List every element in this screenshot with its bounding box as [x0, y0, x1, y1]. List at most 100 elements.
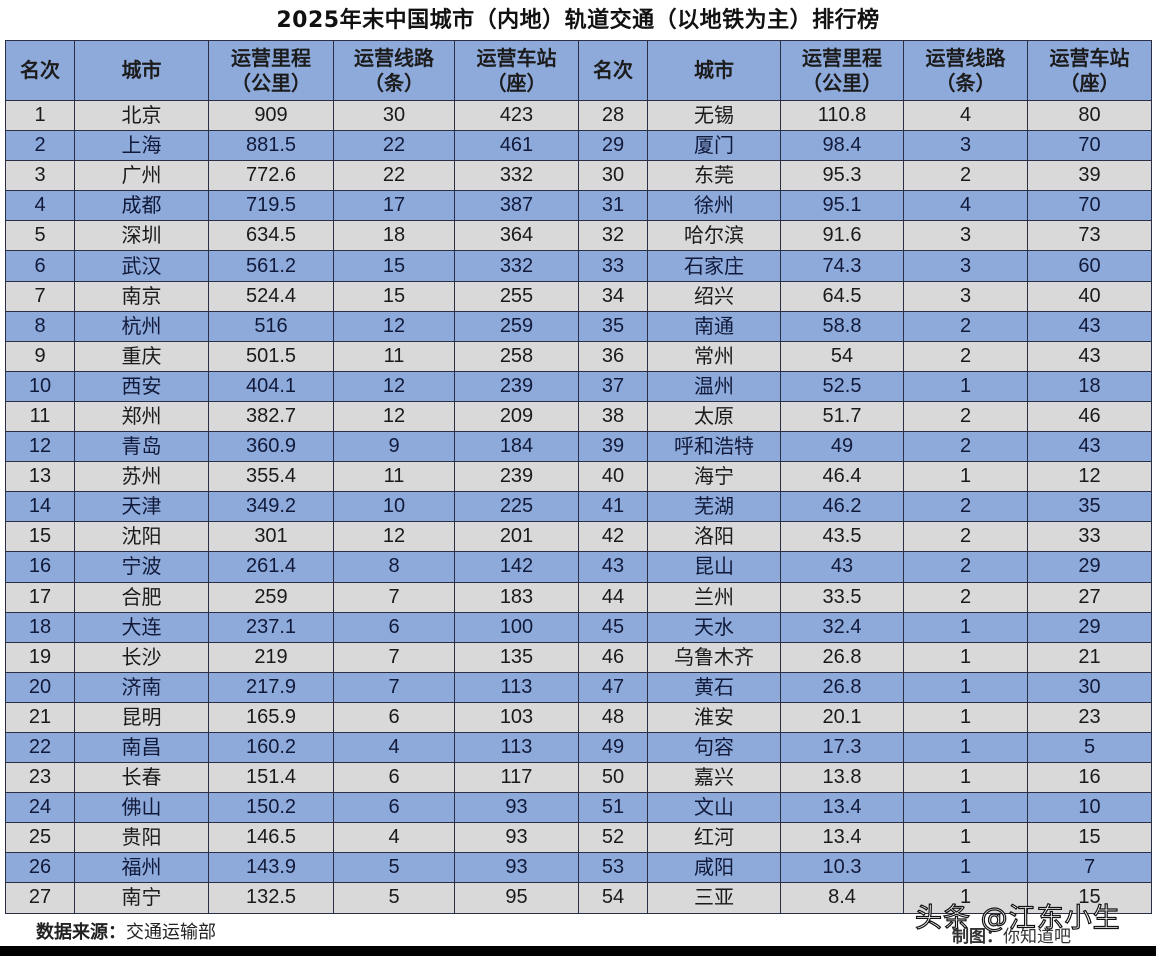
cell-city: 乌鲁木齐: [647, 641, 781, 673]
cell-length: 10.3: [780, 852, 904, 884]
cell-stations: 258: [454, 340, 579, 372]
cell-lines: 15: [333, 280, 455, 312]
cell-city: 南宁: [74, 882, 209, 914]
cell-city: 天津: [74, 491, 209, 523]
cell-length: 219: [208, 641, 334, 673]
cell-city: 苏州: [74, 461, 209, 493]
cell-lines: 2: [903, 491, 1028, 523]
cell-length: 132.5: [208, 882, 334, 914]
cell-lines: 1: [903, 792, 1028, 824]
cell-rank: 41: [578, 491, 648, 523]
cell-city: 兰州: [647, 581, 781, 613]
cell-city: 重庆: [74, 340, 209, 372]
chart-credit: 制图：你知道吧: [952, 922, 1071, 947]
cell-rank: 31: [578, 190, 648, 222]
cell-city: 贵阳: [74, 822, 209, 854]
cell-length: 301: [208, 521, 334, 553]
cell-city: 南通: [647, 310, 781, 342]
cell-city: 东莞: [647, 160, 781, 192]
table-row: 26 福州 143.9 5 93 53 咸阳 10.3 1 7: [5, 852, 1152, 884]
cell-length: 404.1: [208, 370, 334, 402]
cell-rank: 11: [5, 400, 75, 433]
cell-rank: 4: [5, 190, 75, 222]
table-row: 23 长春 151.4 6 117 50 嘉兴 13.8 1 16: [5, 762, 1152, 794]
cell-rank: 37: [578, 370, 648, 402]
cell-city: 杭州: [74, 310, 209, 342]
cell-rank: 44: [578, 581, 648, 613]
cell-lines: 4: [333, 731, 455, 764]
cell-rank: 47: [578, 671, 648, 703]
data-source: 数据来源：交通运输部: [36, 918, 216, 944]
cell-city: 郑州: [74, 400, 209, 433]
cell-city: 绍兴: [647, 280, 781, 312]
source-label: 数据来源：: [36, 922, 126, 943]
cell-lines: 22: [333, 130, 455, 162]
cell-length: 46.2: [780, 491, 904, 523]
cell-rank: 45: [578, 611, 648, 643]
cell-length: 58.8: [780, 310, 904, 342]
cell-length: 13.4: [780, 792, 904, 824]
cell-stations: 461: [454, 130, 579, 162]
cell-rank: 53: [578, 852, 648, 884]
header-row: 名次 城市 运营里程 （公里） 运营线路 （条） 运营车站 （座） 名次 城市 运营里…: [5, 40, 1152, 101]
cell-stations: 93: [454, 792, 579, 824]
cell-length: 349.2: [208, 491, 334, 523]
cell-length: 43: [780, 551, 904, 583]
cell-lines: 10: [333, 491, 455, 523]
cell-length: 165.9: [208, 701, 334, 733]
cell-lines: 12: [333, 400, 455, 433]
cell-stations: 80: [1027, 99, 1152, 132]
cell-rank: 13: [5, 461, 75, 493]
cell-rank: 16: [5, 551, 75, 583]
cell-lines: 2: [903, 400, 1028, 433]
table-row: 19 长沙 219 7 135 46 乌鲁木齐 26.8 1 21: [5, 641, 1152, 673]
table-row: 18 大连 237.1 6 100 45 天水 32.4 1 29: [5, 611, 1152, 643]
cell-length: 51.7: [780, 400, 904, 433]
cell-city: 咸阳: [647, 852, 781, 884]
cell-rank: 50: [578, 762, 648, 794]
cell-stations: 7: [1027, 852, 1152, 884]
cell-lines: 1: [903, 370, 1028, 402]
cell-lines: 1: [903, 882, 1028, 914]
cell-city: 嘉兴: [647, 762, 781, 794]
cell-stations: 142: [454, 551, 579, 583]
cell-length: 110.8: [780, 99, 904, 132]
cell-length: 98.4: [780, 130, 904, 162]
cell-rank: 32: [578, 220, 648, 252]
cell-stations: 135: [454, 641, 579, 673]
table-row: 7 南京 524.4 15 255 34 绍兴 64.5 3 40: [5, 280, 1152, 312]
cell-length: 634.5: [208, 220, 334, 252]
cell-stations: 387: [454, 190, 579, 222]
cell-city: 宁波: [74, 551, 209, 583]
cell-city: 大连: [74, 611, 209, 643]
cell-stations: 259: [454, 310, 579, 342]
cell-lines: 18: [333, 220, 455, 252]
cell-lines: 7: [333, 641, 455, 673]
cell-stations: 60: [1027, 250, 1152, 282]
ranking-table: 名次 城市 运营里程 （公里） 运营线路 （条） 运营车站 （座） 名次 城市 运营里…: [5, 40, 1152, 914]
cell-lines: 3: [903, 220, 1028, 252]
table-row: 6 武汉 561.2 15 332 33 石家庄 74.3 3 60: [5, 250, 1152, 282]
cell-length: 91.6: [780, 220, 904, 252]
cell-stations: 43: [1027, 431, 1152, 463]
cell-city: 句容: [647, 731, 781, 764]
cell-rank: 40: [578, 461, 648, 493]
cell-rank: 29: [578, 130, 648, 162]
cell-rank: 28: [578, 99, 648, 132]
header-rank: 名次: [578, 40, 648, 101]
cell-stations: 201: [454, 521, 579, 553]
cell-city: 昆明: [74, 701, 209, 733]
cell-rank: 43: [578, 551, 648, 583]
cell-length: 54: [780, 340, 904, 372]
cell-city: 海宁: [647, 461, 781, 493]
credit-label: 制图：: [952, 927, 1003, 947]
cell-length: 8.4: [780, 882, 904, 914]
cell-rank: 2: [5, 130, 75, 162]
cell-length: 160.2: [208, 731, 334, 764]
cell-rank: 30: [578, 160, 648, 192]
table-row: 9 重庆 501.5 11 258 36 常州 54 2 43: [5, 340, 1152, 372]
cell-stations: 183: [454, 581, 579, 613]
cell-city: 长沙: [74, 641, 209, 673]
cell-city: 北京: [74, 99, 209, 132]
cell-rank: 38: [578, 400, 648, 433]
